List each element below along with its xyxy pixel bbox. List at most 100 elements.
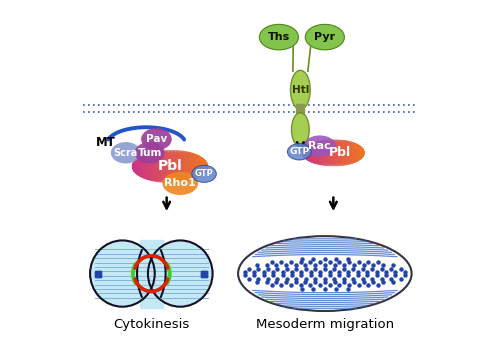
Ellipse shape <box>344 139 345 166</box>
Ellipse shape <box>202 150 204 183</box>
Ellipse shape <box>324 139 325 166</box>
Text: Rho1: Rho1 <box>164 178 196 188</box>
Ellipse shape <box>341 139 343 166</box>
Ellipse shape <box>350 139 352 166</box>
Ellipse shape <box>186 150 188 183</box>
Ellipse shape <box>312 139 313 166</box>
Ellipse shape <box>198 150 200 183</box>
Ellipse shape <box>158 150 161 183</box>
Ellipse shape <box>340 139 342 166</box>
Ellipse shape <box>148 150 150 183</box>
Ellipse shape <box>162 172 198 195</box>
Text: Pbl: Pbl <box>158 159 182 174</box>
Ellipse shape <box>182 150 184 183</box>
Ellipse shape <box>132 150 135 183</box>
Ellipse shape <box>308 139 310 166</box>
Ellipse shape <box>288 144 311 160</box>
Ellipse shape <box>144 150 146 183</box>
Ellipse shape <box>190 150 192 183</box>
Ellipse shape <box>171 150 173 183</box>
Ellipse shape <box>111 142 141 164</box>
Ellipse shape <box>330 139 332 166</box>
Ellipse shape <box>176 150 178 183</box>
Ellipse shape <box>318 139 320 166</box>
Ellipse shape <box>184 150 187 183</box>
Ellipse shape <box>326 139 328 166</box>
Text: Tum: Tum <box>138 148 162 158</box>
Ellipse shape <box>340 139 342 166</box>
Ellipse shape <box>151 150 153 183</box>
Ellipse shape <box>172 150 174 183</box>
Ellipse shape <box>363 139 365 166</box>
Ellipse shape <box>312 139 314 166</box>
Ellipse shape <box>146 150 148 183</box>
Ellipse shape <box>364 139 366 166</box>
Ellipse shape <box>314 139 316 166</box>
Ellipse shape <box>174 150 176 183</box>
Ellipse shape <box>192 150 194 183</box>
Ellipse shape <box>187 150 189 183</box>
Ellipse shape <box>315 139 317 166</box>
Ellipse shape <box>179 150 182 183</box>
Ellipse shape <box>324 139 326 166</box>
Ellipse shape <box>158 150 160 183</box>
Ellipse shape <box>192 150 194 183</box>
Ellipse shape <box>310 139 312 166</box>
Ellipse shape <box>186 150 188 183</box>
Ellipse shape <box>160 150 162 183</box>
Ellipse shape <box>183 150 186 183</box>
Polygon shape <box>148 251 154 296</box>
Ellipse shape <box>178 150 180 183</box>
Text: Htl: Htl <box>292 85 309 95</box>
Ellipse shape <box>335 139 337 166</box>
Ellipse shape <box>309 139 310 166</box>
Ellipse shape <box>162 150 164 183</box>
Text: Cytokinesis: Cytokinesis <box>113 318 190 331</box>
Ellipse shape <box>314 139 316 166</box>
Ellipse shape <box>330 139 332 166</box>
FancyBboxPatch shape <box>296 105 304 113</box>
Ellipse shape <box>305 139 307 166</box>
Ellipse shape <box>154 150 156 183</box>
Ellipse shape <box>292 113 309 147</box>
Ellipse shape <box>200 150 202 183</box>
Ellipse shape <box>360 139 362 166</box>
Ellipse shape <box>197 150 199 183</box>
Ellipse shape <box>134 150 136 183</box>
Ellipse shape <box>163 150 166 183</box>
Ellipse shape <box>192 165 216 182</box>
Ellipse shape <box>131 150 134 183</box>
Text: GTP: GTP <box>194 169 214 178</box>
Ellipse shape <box>349 139 351 166</box>
Ellipse shape <box>302 139 304 166</box>
Ellipse shape <box>182 150 184 183</box>
Ellipse shape <box>153 150 156 183</box>
Ellipse shape <box>328 139 330 166</box>
Ellipse shape <box>145 150 147 183</box>
Ellipse shape <box>356 139 358 166</box>
Ellipse shape <box>193 150 196 183</box>
Ellipse shape <box>90 240 154 307</box>
Ellipse shape <box>150 150 152 183</box>
Ellipse shape <box>142 150 145 183</box>
Ellipse shape <box>353 139 355 166</box>
Ellipse shape <box>188 150 190 183</box>
Ellipse shape <box>152 150 154 183</box>
Ellipse shape <box>322 139 324 166</box>
Ellipse shape <box>324 139 326 166</box>
Ellipse shape <box>164 150 166 183</box>
Ellipse shape <box>348 139 350 166</box>
Ellipse shape <box>310 139 312 166</box>
Ellipse shape <box>156 150 158 183</box>
Ellipse shape <box>318 139 320 166</box>
Ellipse shape <box>189 150 192 183</box>
Ellipse shape <box>152 150 154 183</box>
Text: Pyr: Pyr <box>314 32 336 42</box>
Ellipse shape <box>148 150 151 183</box>
Ellipse shape <box>336 139 338 166</box>
Ellipse shape <box>184 150 186 183</box>
Ellipse shape <box>198 150 200 183</box>
Ellipse shape <box>196 150 198 183</box>
Ellipse shape <box>362 139 364 166</box>
Ellipse shape <box>328 139 330 166</box>
